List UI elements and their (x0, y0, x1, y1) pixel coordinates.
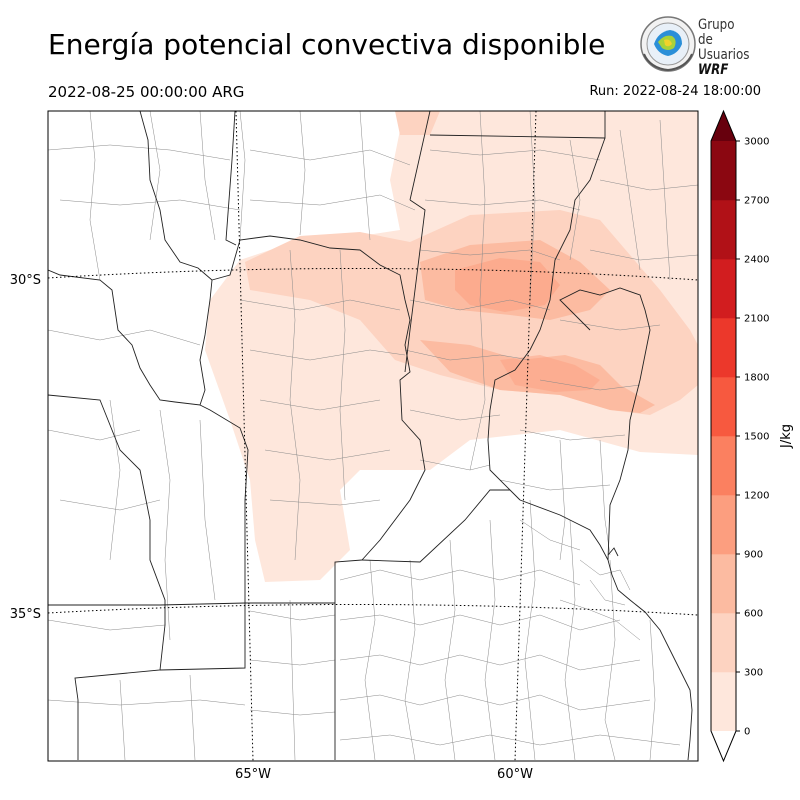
colorbar-tick-label: 2700 (744, 196, 769, 207)
colorbar-bin (711, 554, 736, 614)
wrf-users-logo: Grupo de Usuarios WRF (638, 14, 758, 78)
colorbar-bin (711, 141, 736, 201)
lon-label-65w: 65°W (235, 767, 271, 782)
colorbar-tick-label: 0 (744, 727, 750, 738)
map-frame (47, 110, 699, 762)
run-time: Run: 2022-08-24 18:00:00 (589, 84, 761, 99)
colorbar-bin (711, 259, 736, 319)
meridian-65w (235, 111, 254, 761)
logo-line-2: Usuarios (698, 47, 750, 63)
parallel-35s (48, 603, 698, 616)
colorbar-unit-label: J/kg (779, 424, 794, 449)
colorbar-bin (711, 377, 736, 437)
parallel-30s (48, 267, 698, 281)
colorbar-bin (711, 436, 736, 496)
cape-shading (205, 111, 698, 582)
colorbar-bin (711, 318, 736, 378)
colorbar-bin (711, 613, 736, 673)
logo-line-3: WRF (698, 62, 729, 78)
globe-logo-icon (640, 16, 696, 72)
department-boundaries (48, 111, 698, 761)
colorbar-under-arrow (711, 731, 736, 761)
lon-label-60w: 60°W (497, 767, 533, 782)
map-panel (48, 111, 698, 761)
colorbar-over-arrow (711, 111, 736, 141)
page-title: Energía potencial convectiva disponible (48, 28, 606, 61)
logo-line-1: Grupo de (698, 17, 735, 48)
colorbar-tick-label: 2100 (744, 314, 769, 325)
colorbar-tick-label: 300 (744, 668, 763, 679)
colorbar-tick-label: 900 (744, 550, 763, 561)
colorbar-tick-label: 1200 (744, 491, 769, 502)
colorbar-bin (711, 672, 736, 732)
lat-label-30s: 30°S (10, 273, 41, 288)
colorbar-tick-label: 3000 (744, 137, 769, 148)
valid-time: 2022-08-25 00:00:00 ARG (48, 83, 245, 101)
lat-label-35s: 35°S (10, 607, 41, 622)
colorbar-bin (711, 200, 736, 260)
colorbar: 0 300 600 900 1200 1500 1800 2100 2400 2700 3000 (710, 109, 769, 763)
colorbar-tick-label: 2400 (744, 255, 769, 266)
coastline (607, 547, 693, 761)
colorbar-bin (711, 495, 736, 555)
colorbar-tick-label: 1500 (744, 432, 769, 443)
meridian-60w (514, 111, 537, 761)
graticule (48, 111, 698, 761)
colorbar-tick-label: 1800 (744, 373, 769, 384)
colorbar-tick-label: 600 (744, 609, 763, 620)
province-boundaries (48, 111, 651, 760)
